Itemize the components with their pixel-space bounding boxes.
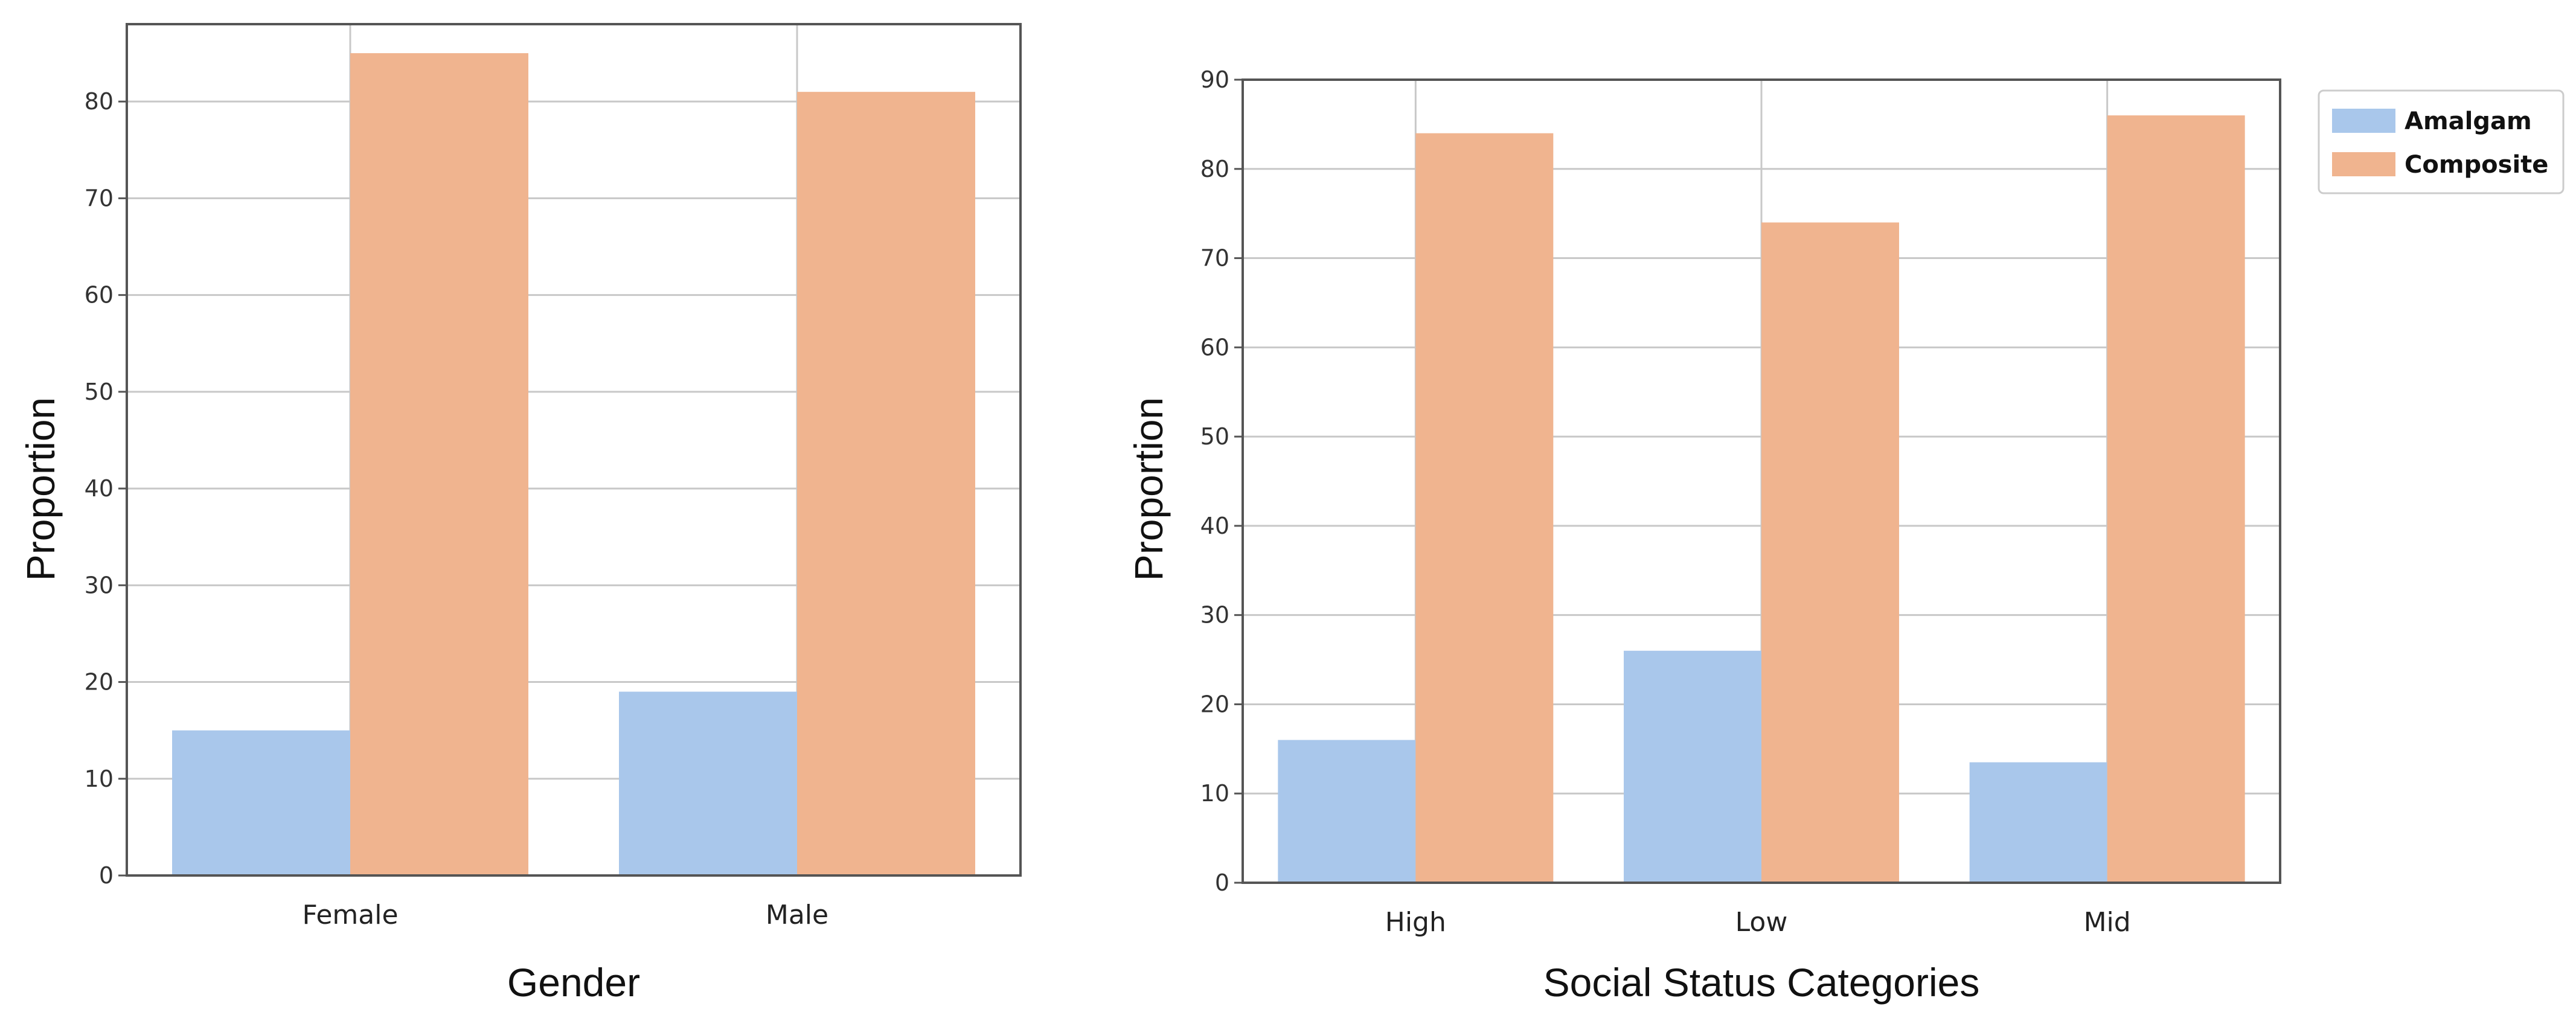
gender-y-tick-label: 50	[85, 379, 114, 405]
gender-chart-x-ticks: Female Male	[302, 900, 828, 930]
social-y-tick-label: 70	[1200, 245, 1229, 272]
legend-swatch-composite	[2332, 152, 2395, 176]
social-bar-amalgam-mid	[1969, 762, 2107, 883]
social-bar-amalgam-high	[1278, 740, 1416, 883]
social-status-chart-y-axis-title: Proportion	[1126, 397, 1171, 581]
gender-x-tick-label: Female	[302, 900, 398, 930]
gender-y-tick-label: 80	[85, 88, 114, 115]
social-x-tick-label: Low	[1735, 907, 1788, 938]
gender-chart-y-axis-title: Proportion	[18, 397, 63, 581]
social-status-chart-y-ticks: 0 10 20 30 40 50 60 70 80 90	[1200, 66, 1243, 896]
social-bar-amalgam-low	[1624, 650, 1761, 883]
social-status-chart-x-ticks: High Low Mid	[1385, 907, 2131, 938]
social-y-tick-label: 60	[1200, 334, 1229, 360]
gender-chart-x-axis-title: Gender	[507, 960, 640, 1005]
social-y-tick-label: 90	[1200, 66, 1229, 93]
gender-bar-amalgam-female	[172, 730, 350, 875]
social-y-tick-label: 50	[1200, 423, 1229, 450]
social-y-tick-label: 80	[1200, 156, 1229, 182]
gender-bar-composite-female	[350, 53, 528, 875]
gender-chart: 0 10 20 30 40 50 60 70 80 Female Male Gender Prop…	[18, 23, 1022, 1005]
gender-bar-amalgam-male	[619, 691, 797, 875]
gender-chart-y-ticks: 0 10 20 30 40 50 60 70 80	[85, 88, 127, 889]
gender-x-tick-label: Male	[766, 900, 828, 930]
social-bar-composite-low	[1761, 222, 1899, 883]
social-x-tick-label: High	[1385, 907, 1446, 938]
social-y-tick-label: 40	[1200, 513, 1229, 539]
social-status-chart-frame	[1242, 78, 2281, 884]
gender-y-tick-label: 10	[85, 766, 114, 792]
gender-y-tick-label: 40	[85, 475, 114, 502]
gender-y-tick-label: 20	[85, 669, 114, 696]
gender-y-tick-label: 0	[99, 862, 114, 889]
legend-swatch-amalgam	[2332, 109, 2395, 133]
social-status-chart-x-axis-title: Social Status Categories	[1543, 960, 1980, 1005]
gender-chart-frame	[126, 23, 1022, 877]
social-y-tick-label: 20	[1200, 691, 1229, 717]
social-y-tick-label: 10	[1200, 780, 1229, 807]
gender-y-tick-label: 30	[85, 572, 114, 598]
social-y-tick-label: 0	[1215, 869, 1229, 896]
gender-chart-bars	[172, 53, 975, 876]
social-bar-composite-high	[1415, 133, 1554, 883]
social-y-tick-label: 30	[1200, 602, 1229, 629]
legend-label-composite: Composite	[2405, 151, 2548, 179]
legend-label-amalgam: Amalgam	[2405, 107, 2532, 135]
legend: Amalgam Composite	[2318, 89, 2565, 194]
gender-y-tick-label: 60	[85, 282, 114, 309]
social-status-chart-bars	[1278, 115, 2245, 883]
gender-y-tick-label: 70	[85, 185, 114, 211]
social-x-tick-label: Mid	[2084, 907, 2131, 938]
social-status-chart: 0 10 20 30 40 50 60 70 80 90 High Low Mid Social St…	[1126, 66, 2281, 1005]
social-bar-composite-mid	[2107, 115, 2245, 883]
gender-bar-composite-male	[797, 92, 975, 876]
